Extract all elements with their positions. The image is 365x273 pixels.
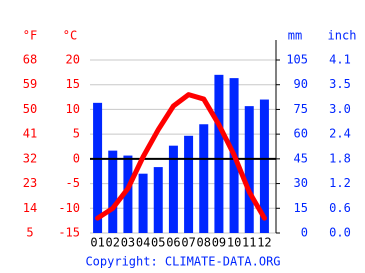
y-tick-label: 20 [66,53,80,67]
inch-tick-label: 2.4 [329,127,351,141]
copyright: Copyright: CLIMATE-DATA.ORG [85,255,280,269]
f-tick-label: 59 [23,77,37,91]
y2-tick-label: 15 [294,201,308,215]
x-tick-label: 06 [166,236,180,250]
precipitation-bar [108,150,118,233]
f-tick-label: 41 [23,127,37,141]
y2-tick-label: 45 [294,151,308,165]
y-tick-label: 0 [73,151,80,165]
y-tick-label: -10 [58,201,80,215]
precipitation-bar [123,155,133,233]
x-tick-label: 09 [212,236,226,250]
precipitation-bar [184,135,194,233]
x-tick-label: 07 [181,236,195,250]
precipitation-bar [244,106,254,233]
temperature-line [95,92,267,221]
f-tick-label: 50 [23,102,37,116]
f-tick-label: 14 [23,201,37,215]
precipitation-bar [168,145,178,233]
celsius-label: °C [63,29,77,43]
x-tick-label: 02 [106,236,120,250]
y2-tick-label: 75 [294,102,308,116]
precipitation-bar [214,74,224,233]
x-tick-label: 11 [242,236,256,250]
x-tick-label: 12 [257,236,271,250]
inch-label: inch [328,29,357,43]
inch-tick-label: 3.0 [329,102,351,116]
x-tick-label: 04 [136,236,150,250]
precipitation-bar [153,167,163,233]
f-tick-label: 32 [23,151,37,165]
x-tick-label: 03 [121,236,135,250]
precipitation-bar [93,102,103,233]
y-tick-label: -15 [58,226,80,240]
y-tick-label: 15 [66,77,80,91]
mm-label: mm [288,29,302,43]
inch-tick-label: 0.0 [329,226,351,240]
y2-tick-label: 0 [301,226,308,240]
fahrenheit-label: °F [23,29,37,43]
y-tick-label: 5 [73,127,80,141]
inch-tick-label: 3.5 [329,77,351,91]
inch-tick-label: 0.6 [329,201,351,215]
precipitation-bar [138,173,148,233]
inch-tick-label: 1.8 [329,151,351,165]
y2-tick-label: 30 [294,176,308,190]
y2-tick-label: 90 [294,77,308,91]
x-tick-label: 08 [197,236,211,250]
x-tick-label: 10 [227,236,241,250]
f-tick-label: 68 [23,53,37,67]
y2-tick-label: 60 [294,127,308,141]
f-tick-label: 23 [23,176,37,190]
x-tick-label: 01 [90,236,104,250]
inch-tick-label: 1.2 [329,176,351,190]
precipitation-bar [199,124,209,233]
f-tick-label: 5 [26,226,33,240]
inch-tick-label: 4.1 [329,53,351,67]
x-tick-label: 05 [151,236,165,250]
precipitation-bar [259,99,269,234]
y-tick-label: 10 [66,102,80,116]
y2-tick-label: 105 [286,53,308,67]
y-tick-label: -5 [66,176,80,190]
